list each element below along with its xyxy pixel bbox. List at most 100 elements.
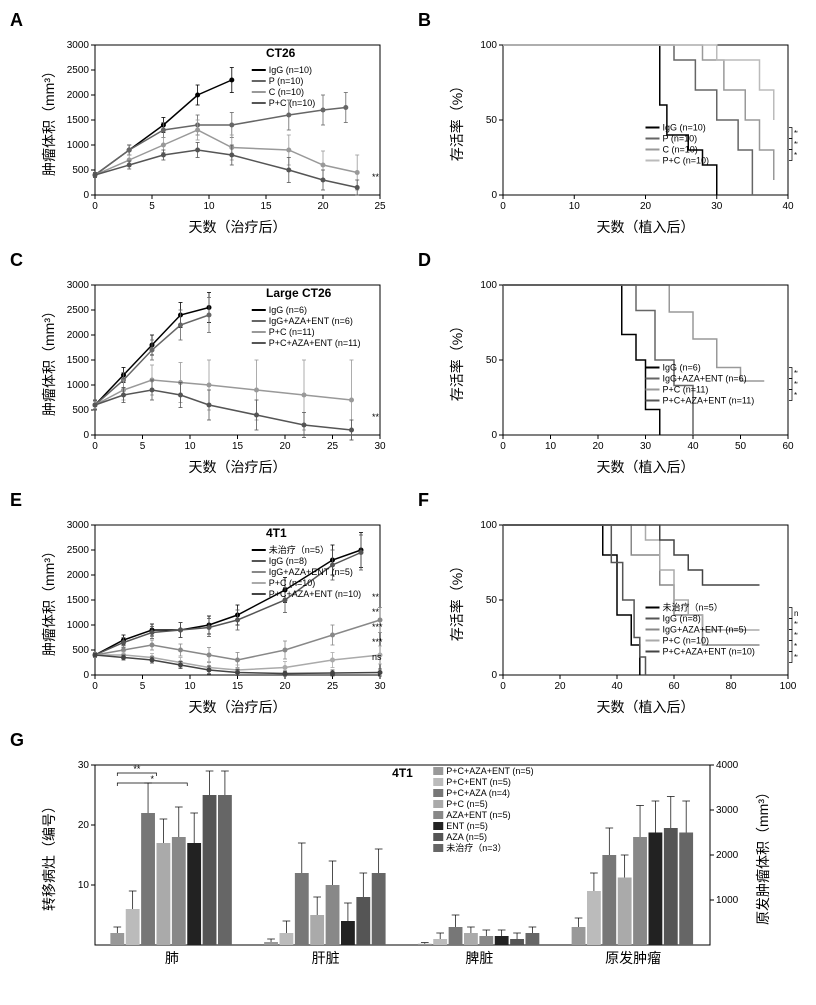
svg-text:存活率（%）: 存活率（%）	[449, 79, 465, 161]
svg-text:40: 40	[782, 201, 794, 212]
svg-text:0: 0	[491, 670, 497, 681]
svg-text:IgG+AZA+ENT (n=6): IgG+AZA+ENT (n=6)	[269, 316, 353, 326]
svg-text:***: ***	[794, 380, 798, 389]
svg-text:20: 20	[592, 441, 604, 452]
svg-text:500: 500	[72, 405, 89, 416]
svg-text:5: 5	[140, 681, 146, 692]
svg-text:0: 0	[83, 670, 89, 681]
svg-text:原发肿瘤体积（mm³）: 原发肿瘤体积（mm³）	[755, 785, 771, 925]
svg-text:1500: 1500	[67, 595, 90, 606]
svg-text:IgG (n=10): IgG (n=10)	[663, 123, 706, 133]
svg-text:1500: 1500	[67, 355, 90, 366]
svg-text:**: **	[372, 592, 380, 602]
svg-text:IgG (n=8): IgG (n=8)	[269, 556, 307, 566]
svg-text:P+C (n=11): P+C (n=11)	[663, 385, 709, 395]
svg-text:存活率（%）: 存活率（%）	[449, 559, 465, 641]
svg-text:***: ***	[794, 369, 798, 378]
svg-text:1000: 1000	[67, 140, 90, 151]
chart-f: 020406080100050100天数（植入后）存活率（%）未治疗（n=5）I…	[448, 510, 798, 720]
svg-text:30: 30	[711, 201, 723, 212]
svg-text:50: 50	[735, 441, 747, 452]
svg-text:0: 0	[92, 201, 98, 212]
svg-text:C (n=10): C (n=10)	[663, 145, 698, 155]
svg-text:5: 5	[149, 201, 155, 212]
svg-text:2500: 2500	[67, 545, 90, 556]
panel-label-e: E	[10, 490, 22, 511]
svg-text:10: 10	[569, 201, 581, 212]
svg-text:***: ***	[372, 637, 383, 647]
svg-text:原发肿瘤: 原发肿瘤	[605, 950, 661, 966]
svg-text:P+C (n=10): P+C (n=10)	[269, 578, 316, 588]
panel-a: A 0510152025050010001500200025003000天数（治…	[10, 10, 398, 240]
svg-text:0: 0	[500, 201, 506, 212]
svg-text:IgG (n=6): IgG (n=6)	[663, 363, 701, 373]
svg-text:***: ***	[794, 631, 798, 640]
chart-g: 1020301000200030004000转移病灶（编号）原发肿瘤体积（mm³…	[40, 750, 780, 980]
panel-d: D 0102030405060050100天数（植入后）存活率（%）IgG (n…	[418, 250, 806, 480]
svg-text:0: 0	[500, 441, 506, 452]
svg-text:50: 50	[486, 595, 498, 606]
svg-text:2000: 2000	[67, 330, 90, 341]
svg-text:天数（治疗后）: 天数（治疗后）	[189, 699, 287, 715]
svg-text:P (n=10): P (n=10)	[663, 134, 698, 144]
chart-c: 051015202530050010001500200025003000天数（治…	[40, 270, 390, 480]
svg-text:ns: ns	[794, 609, 798, 618]
svg-text:P+C (n=5): P+C (n=5)	[446, 799, 488, 809]
panel-label-g: G	[10, 730, 24, 751]
chart-d: 0102030405060050100天数（植入后）存活率（%）IgG (n=6…	[448, 270, 798, 480]
svg-text:***: ***	[794, 129, 798, 138]
svg-text:未治疗（n=5）: 未治疗（n=5）	[663, 602, 723, 613]
svg-text:P+C (n=10): P+C (n=10)	[663, 156, 710, 166]
svg-text:P+C+AZA+ENT (n=10): P+C+AZA+ENT (n=10)	[269, 589, 361, 599]
svg-text:100: 100	[480, 520, 497, 531]
svg-text:3000: 3000	[67, 520, 90, 531]
svg-text:P+C (n=10): P+C (n=10)	[269, 98, 316, 108]
svg-text:25: 25	[327, 441, 339, 452]
panel-label-c: C	[10, 250, 23, 271]
svg-text:天数（植入后）: 天数（植入后）	[597, 219, 695, 235]
svg-text:***: ***	[794, 140, 798, 149]
svg-text:0: 0	[83, 430, 89, 441]
svg-text:P+C+AZA+ENT (n=11): P+C+AZA+ENT (n=11)	[269, 338, 361, 348]
svg-text:天数（植入后）: 天数（植入后）	[597, 459, 695, 475]
svg-text:C (n=10): C (n=10)	[269, 87, 304, 97]
svg-text:10: 10	[184, 441, 196, 452]
svg-text:4000: 4000	[716, 760, 739, 771]
svg-text:肿瘤体积（mm³）: 肿瘤体积（mm³）	[41, 544, 57, 656]
svg-text:15: 15	[260, 201, 272, 212]
svg-text:1500: 1500	[67, 115, 90, 126]
svg-text:1000: 1000	[716, 895, 739, 906]
svg-text:500: 500	[72, 165, 89, 176]
svg-text:0: 0	[491, 430, 497, 441]
panel-label-a: A	[10, 10, 23, 31]
svg-text:20: 20	[78, 820, 90, 831]
svg-text:AZA (n=5): AZA (n=5)	[446, 832, 487, 842]
svg-text:2500: 2500	[67, 305, 90, 316]
svg-text:P+C+AZA+ENT (n=5): P+C+AZA+ENT (n=5)	[446, 766, 533, 776]
chart-e: 051015202530050010001500200025003000天数（治…	[40, 510, 390, 720]
svg-text:0: 0	[500, 681, 506, 692]
panel-label-f: F	[418, 490, 429, 511]
panel-label-d: D	[418, 250, 431, 271]
svg-text:*: *	[794, 151, 797, 160]
svg-text:天数（治疗后）: 天数（治疗后）	[189, 219, 287, 235]
svg-text:ns: ns	[372, 652, 382, 662]
svg-text:IgG+AZA+ENT (n=5): IgG+AZA+ENT (n=5)	[663, 625, 747, 635]
svg-text:**: **	[372, 607, 380, 617]
svg-text:100: 100	[480, 40, 497, 51]
svg-text:60: 60	[668, 681, 680, 692]
svg-text:30: 30	[78, 760, 90, 771]
svg-text:50: 50	[486, 115, 498, 126]
svg-text:500: 500	[72, 645, 89, 656]
svg-text:5: 5	[140, 441, 146, 452]
svg-text:**: **	[372, 172, 380, 182]
svg-text:IgG (n=10): IgG (n=10)	[269, 65, 312, 75]
svg-text:20: 20	[317, 201, 329, 212]
svg-text:**: **	[133, 764, 141, 774]
svg-text:2000: 2000	[67, 90, 90, 101]
svg-text:存活率（%）: 存活率（%）	[449, 319, 465, 401]
svg-text:天数（治疗后）: 天数（治疗后）	[189, 459, 287, 475]
svg-text:3000: 3000	[67, 40, 90, 51]
chart-a: 0510152025050010001500200025003000天数（治疗后…	[40, 30, 390, 240]
panel-label-b: B	[418, 10, 431, 31]
